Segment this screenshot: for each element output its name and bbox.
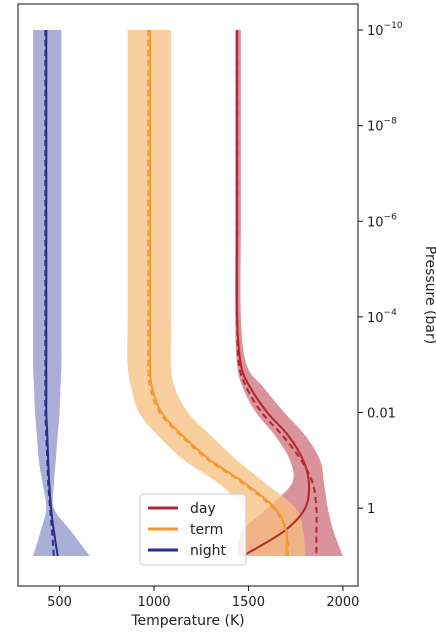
- x-tick-label: 2000: [326, 595, 359, 610]
- line-term-dashed: [147, 30, 290, 557]
- y-tick-label: 10−4: [367, 308, 397, 326]
- legend-label-term: term: [190, 522, 223, 538]
- line-night-dashed: [44, 30, 55, 557]
- x-axis: 500 1000 1500 2000: [47, 586, 359, 610]
- y-tick-label: 10−10: [367, 21, 403, 39]
- legend-label-night: night: [190, 543, 227, 559]
- band-night: [33, 30, 90, 556]
- x-tick-label: 1500: [232, 595, 265, 610]
- y-axis: 10−10 10−8 10−6 10−4 0.01 1: [358, 21, 403, 517]
- band-day: [235, 30, 343, 556]
- y-tick-label: 0.01: [367, 407, 396, 422]
- x-tick-label: 500: [47, 595, 72, 610]
- line-term: [149, 30, 289, 557]
- y-tick-label: 10−6: [367, 212, 397, 230]
- y-tick-label: 10−8: [367, 117, 397, 135]
- legend-box: [139, 493, 247, 566]
- x-axis-label: Temperature (K): [130, 613, 244, 629]
- y-axis-label: Pressure (bar): [422, 246, 436, 344]
- band-term: [127, 30, 306, 556]
- profile-lines: [44, 30, 318, 557]
- plot-frame: [17, 3, 359, 587]
- legend-label-day: day: [190, 501, 216, 517]
- line-day-dashed: [235, 30, 318, 556]
- uncertainty-bands: [33, 30, 343, 556]
- y-tick-label: 1: [367, 502, 375, 517]
- x-tick-label: 1000: [137, 595, 170, 610]
- legend: day term night: [139, 493, 247, 566]
